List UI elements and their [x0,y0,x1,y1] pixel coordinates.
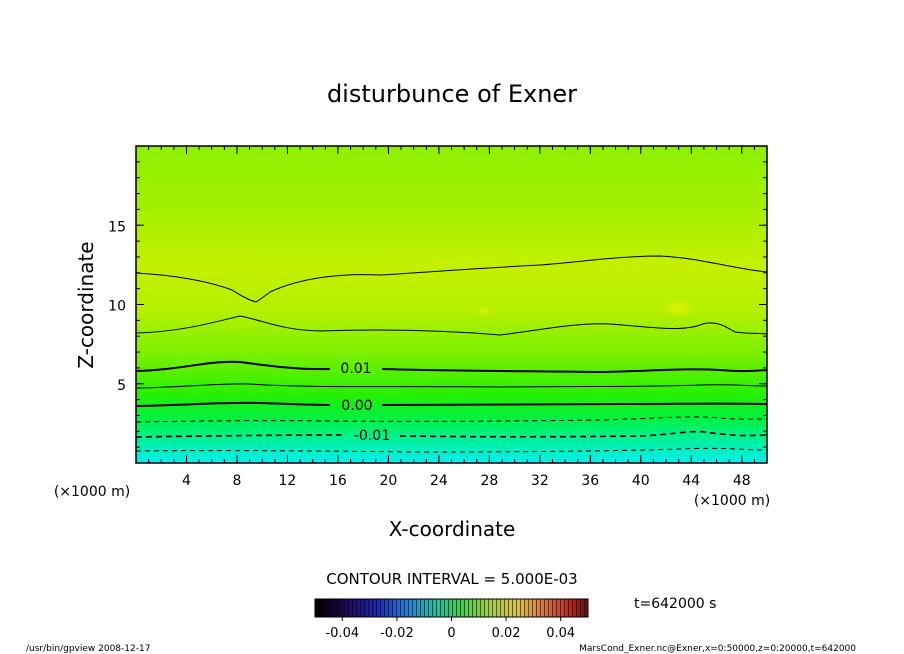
colorbar-tick-label: 0 [447,626,455,641]
y-tick-label: 10 [108,299,126,315]
contour-line [135,255,768,303]
x-tick-label: 28 [480,473,498,489]
colorbar-tick-label: -0.02 [380,626,414,641]
contour-line [135,401,768,407]
colorbar: -0.04 -0.02 0 0.02 0.04 [314,598,589,641]
x-tick-label: 20 [379,473,397,489]
x-tick-label: 32 [531,473,549,489]
colorbar-ticks: -0.04 -0.02 0 0.02 0.04 [325,617,575,641]
time-label: t=642000 s [634,596,716,612]
x-tick-label: 36 [581,473,599,489]
plot-area: 0.01 0.00 -0.01 4 8 12 16 20 24 28 32 36 40 44 48 5… [108,145,768,489]
y-tick-label: 15 [108,219,126,235]
contour-interval-label: CONTOUR INTERVAL = 5.000E-03 [326,570,577,588]
contour-label: 0.00 [341,398,372,414]
contour-line [135,360,768,374]
contour-line [135,315,768,336]
colorbar-stripes [315,599,588,617]
y-axis-label: Z-coordinate [74,241,98,368]
contour-line [135,383,768,389]
y-tick-label: 5 [117,378,126,394]
x-tick-label: 12 [279,473,297,489]
x-tick-label: 24 [430,473,448,489]
x-axis-unit-right: (×1000 m) [694,493,770,509]
x-axis-label: X-coordinate [389,517,516,541]
contour-line [135,447,768,453]
footer-left: /usr/bin/gpview 2008-12-17 [26,644,150,654]
x-tick-label: 44 [682,473,700,489]
x-tick-label: 40 [632,473,650,489]
x-axis: 4 8 12 16 20 24 28 32 36 40 44 48 [148,146,755,489]
contour-line [135,430,768,438]
contour-label: -0.01 [354,428,390,444]
colorbar-tick-label: 0.02 [492,626,521,641]
x-tick-label: 48 [733,473,751,489]
x-tick-label: 4 [182,473,191,489]
x-tick-label: 16 [329,473,347,489]
x-tick-label: 8 [232,473,241,489]
field-maximum-blob [475,305,493,317]
chart-title: disturbunce of Exner [327,80,577,108]
colorbar-tick-label: -0.04 [325,626,359,641]
x-axis-unit-left: (×1000 m) [54,484,130,500]
contour-line [135,416,768,423]
field-maximum-blob [660,298,696,318]
footer-right: MarsCond_Exner.nc@Exner,x=0:50000,z=0:20… [579,644,856,654]
colorbar-tick-label: 0.04 [546,626,575,641]
y-axis: 5 10 15 [108,161,767,448]
contour-label: 0.01 [340,361,371,377]
